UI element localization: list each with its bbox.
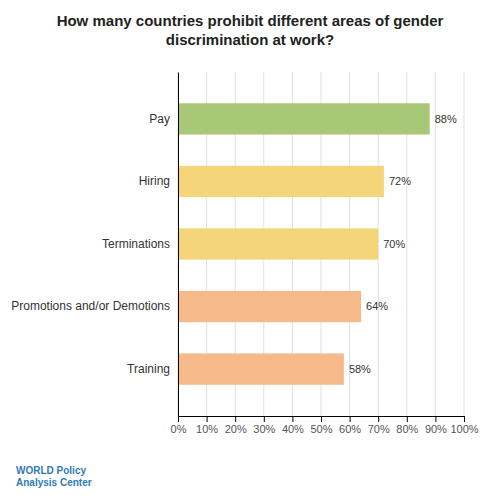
title: How many countries prohibit different ar…	[57, 12, 444, 48]
bar	[178, 166, 384, 197]
data-label: 70%	[383, 238, 405, 250]
tick: 10%	[196, 416, 218, 435]
tick: Terminations	[102, 237, 170, 251]
tick-mark	[464, 416, 465, 422]
tick-mark	[207, 416, 208, 422]
tick: 90%	[425, 416, 447, 435]
plot: 0% 10% 20% 30% 40% 50% 60% 70% 80% 90%100% Trainin…	[11, 72, 479, 435]
chart-container: How many countries prohibit different ar…	[0, 0, 500, 500]
tick: 100%	[450, 416, 478, 435]
tick-label: 90%	[425, 423, 447, 435]
value-axis: 0% 10% 20% 30% 40% 50% 60% 70% 80% 90%100%	[171, 416, 479, 435]
data-label: 58%	[349, 363, 371, 375]
bars	[178, 103, 430, 384]
category-label: Terminations	[102, 237, 170, 251]
grid-line	[178, 72, 179, 416]
annotation: Analysis Center	[16, 477, 92, 488]
tick-label: 50%	[310, 423, 332, 435]
tick: 40%	[282, 416, 304, 435]
data-label: 72%	[389, 175, 411, 187]
tick-label: 100%	[450, 423, 478, 435]
bar	[178, 353, 344, 384]
tick-label: 0%	[171, 423, 187, 435]
data-label: 64%	[366, 300, 388, 312]
category-label: Promotions and/or Demotions	[11, 299, 170, 313]
tick-label: 80%	[396, 423, 418, 435]
category-label: Pay	[149, 112, 170, 126]
tick: 0%	[171, 416, 187, 435]
annotation: WORLD Policy	[16, 465, 86, 476]
bar	[178, 103, 430, 134]
tick: Pay	[149, 112, 170, 126]
tick: Hiring	[139, 174, 170, 188]
tick: 30%	[253, 416, 275, 435]
tick-label: 30%	[253, 423, 275, 435]
bar	[178, 228, 378, 259]
tick-mark	[292, 416, 293, 422]
tick: 50%	[310, 416, 332, 435]
tick-label: 70%	[368, 423, 390, 435]
category-axis: Training Promotions and/or Demotions Termi…	[11, 73, 178, 417]
tick-mark	[378, 416, 379, 422]
chart-svg: How many countries prohibit different ar…	[0, 0, 500, 500]
tick: 20%	[225, 416, 247, 435]
tick-mark	[321, 416, 322, 422]
tick-mark	[350, 416, 351, 422]
tick: 70%	[368, 416, 390, 435]
tick-label: 20%	[225, 423, 247, 435]
axis-line	[178, 73, 179, 417]
tick-mark	[407, 416, 408, 422]
category-label: Hiring	[139, 174, 170, 188]
grid	[178, 72, 464, 416]
tick-label: 60%	[339, 423, 361, 435]
grid-line	[464, 72, 465, 416]
tick-mark	[178, 416, 179, 422]
tick-mark	[435, 416, 436, 422]
tick: Promotions and/or Demotions	[11, 299, 170, 313]
tick-label: 40%	[282, 423, 304, 435]
data-label: 88%	[435, 113, 457, 125]
tick-mark	[264, 416, 265, 422]
bar	[178, 291, 361, 322]
tick-mark	[235, 416, 236, 422]
tick-label: 10%	[196, 423, 218, 435]
axis-line	[179, 417, 465, 423]
tick: 60%	[339, 416, 361, 435]
data-labels: 58% 64% 70% 72% 88%	[349, 113, 457, 375]
tick: Training	[127, 362, 170, 376]
category-label: Training	[127, 362, 170, 376]
tick: 80%	[396, 416, 418, 435]
